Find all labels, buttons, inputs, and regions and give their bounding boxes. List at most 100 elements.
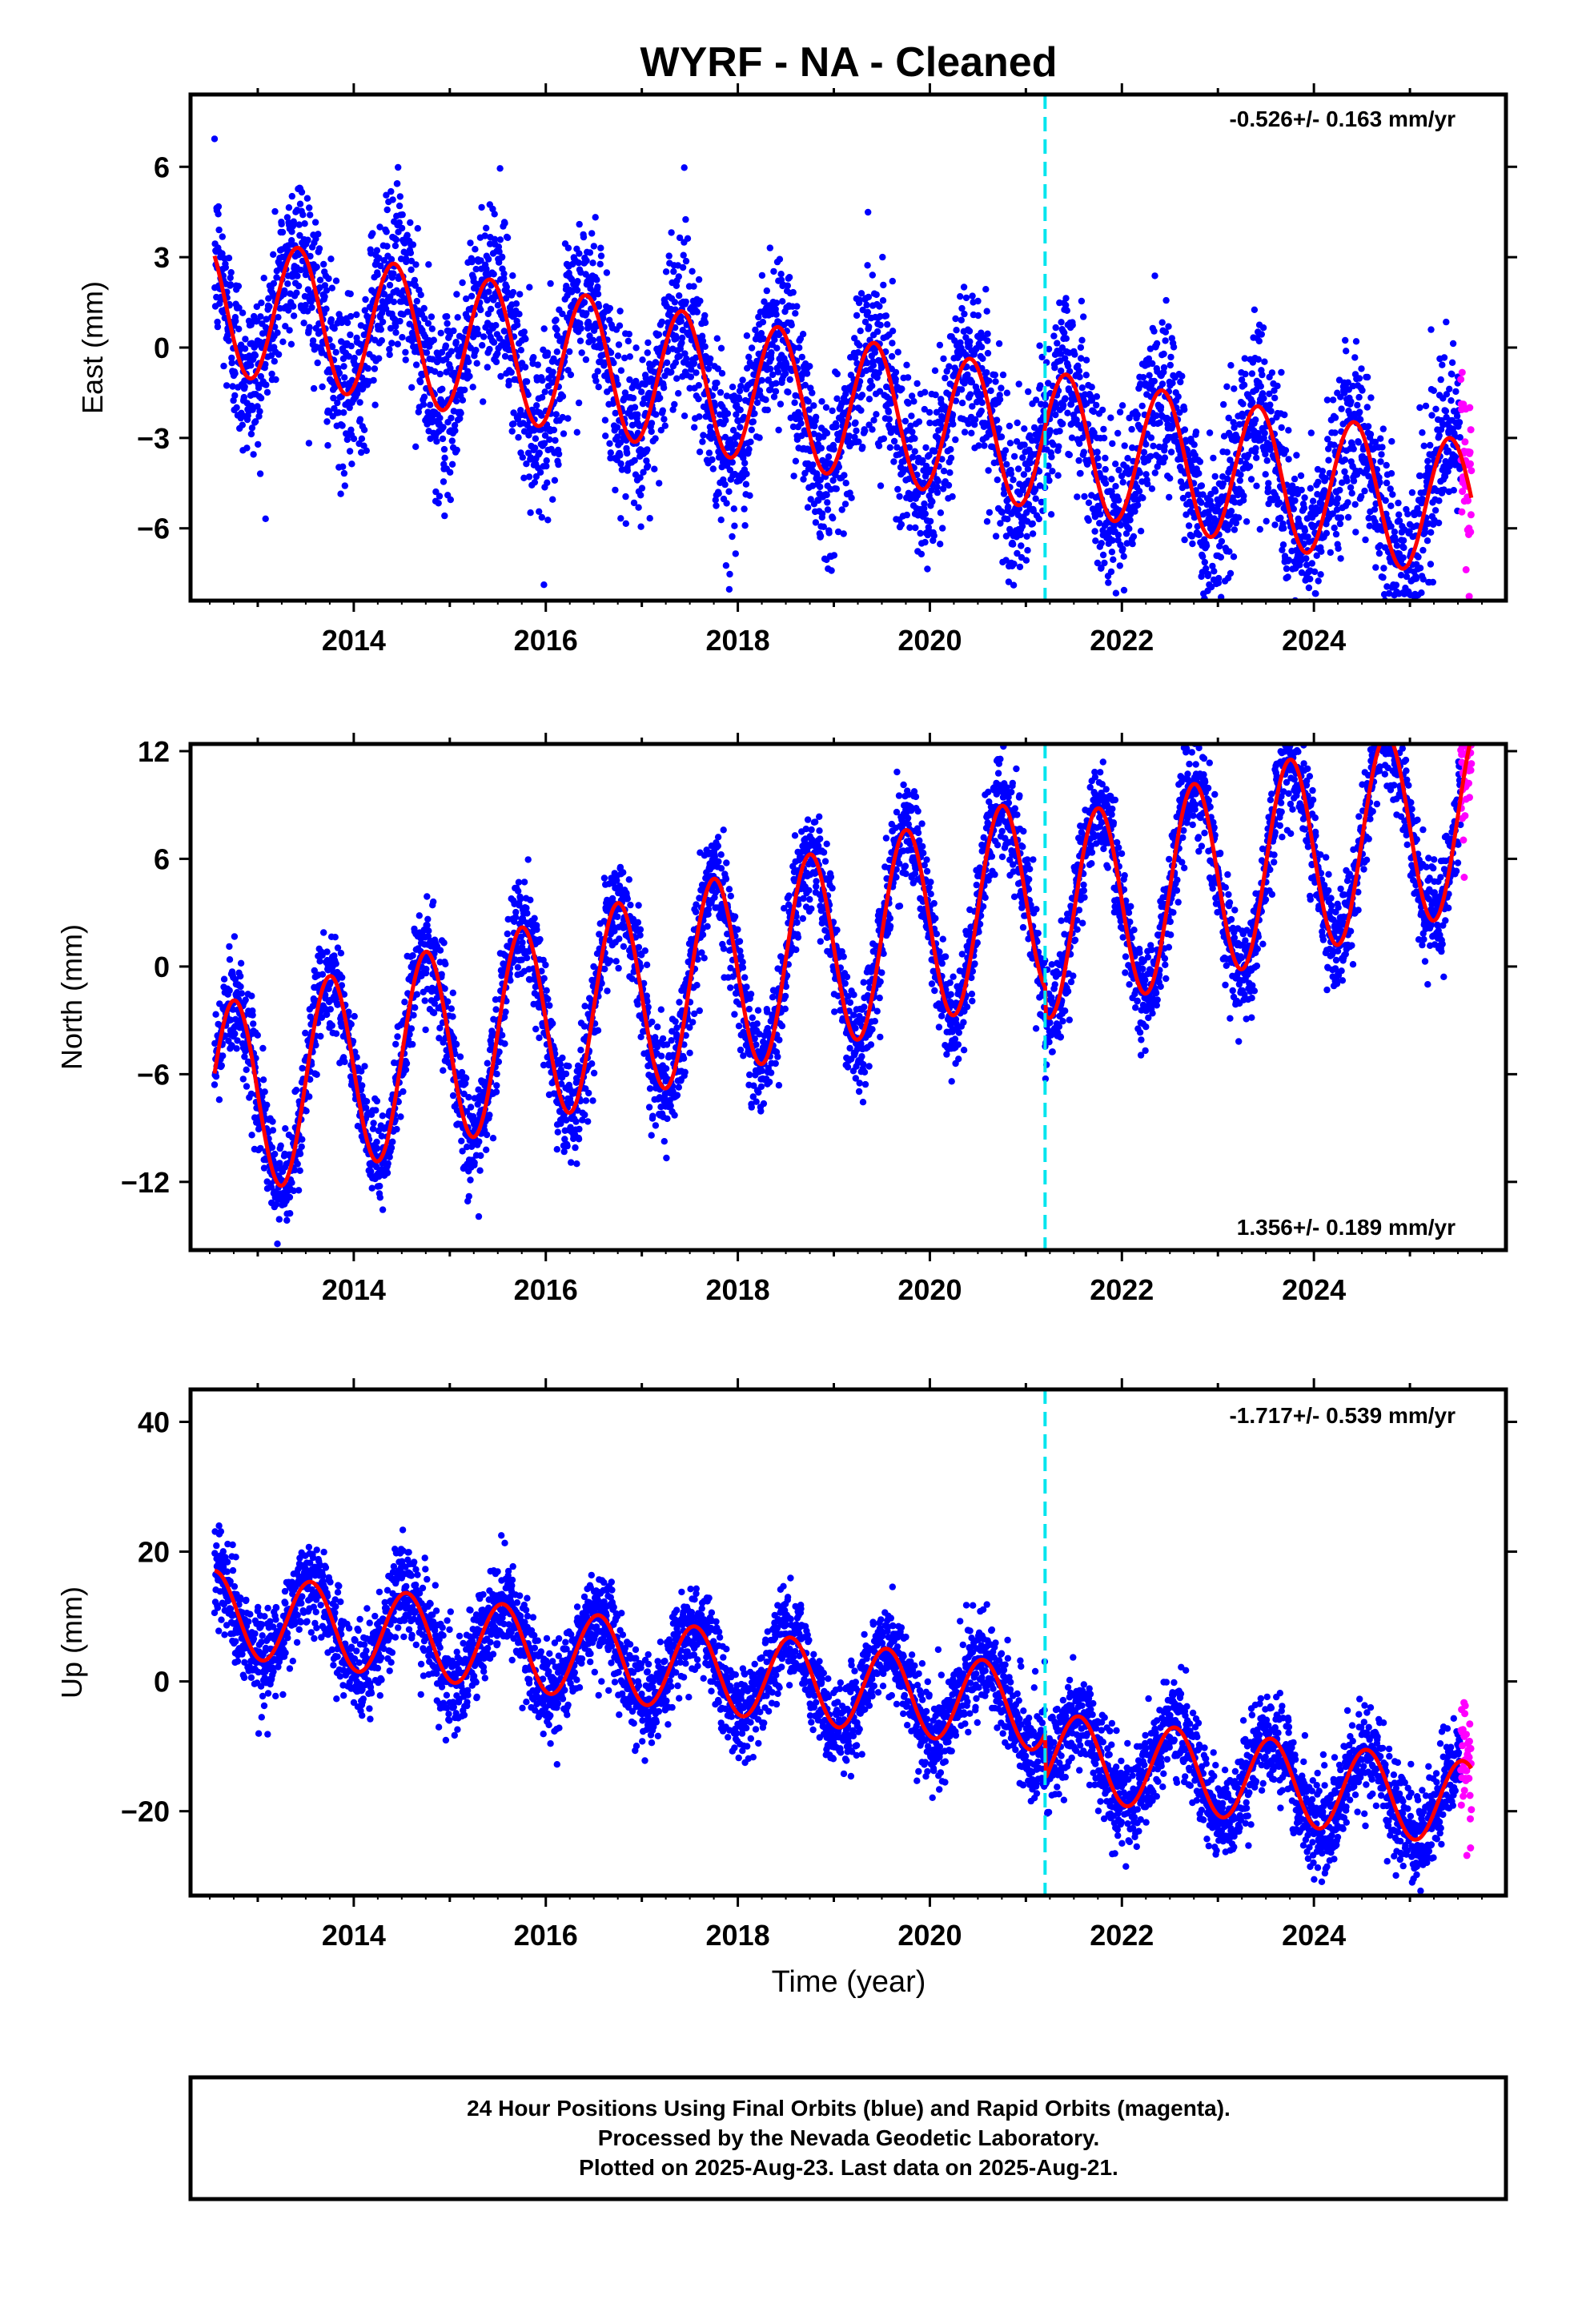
final-orbit-point [864,359,871,367]
final-orbit-point [978,407,986,415]
final-orbit-point [1337,514,1345,521]
final-orbit-point [907,422,914,429]
final-orbit-point [615,341,623,348]
final-orbit-point [1112,460,1119,468]
final-orbit-point [1142,471,1150,478]
final-orbit-point [389,196,396,203]
final-orbit-point [1078,297,1086,305]
final-orbit-point [622,493,629,501]
final-orbit-point [803,370,811,377]
final-orbit-point [1260,395,1267,402]
final-orbit-point [1354,401,1361,409]
final-orbit-point [432,488,440,496]
final-orbit-point [968,429,975,436]
final-orbit-point [1031,486,1039,493]
final-orbit-point [274,329,281,336]
final-orbit-point [749,418,757,425]
final-orbit-point [1389,491,1396,498]
final-orbit-point [1078,336,1086,344]
final-orbit-point [709,430,717,437]
final-orbit-point [1129,540,1136,548]
final-orbit-point [332,348,339,356]
final-orbit-point [1139,494,1146,501]
final-orbit-point [635,504,642,511]
final-orbit-point [347,342,355,350]
final-orbit-point [1293,452,1300,459]
final-orbit-point [1029,520,1037,528]
final-orbit-point [1128,425,1135,433]
final-orbit-point [1026,459,1034,467]
final-orbit-point [790,472,797,480]
final-orbit-point [1195,624,1202,630]
final-orbit-point [690,283,697,290]
final-orbit-point [1431,507,1439,514]
final-orbit-point [1211,613,1217,620]
final-orbit-point [1418,589,1425,597]
final-orbit-point [555,460,562,468]
final-orbit-point [1207,583,1215,591]
final-orbit-point [377,326,384,333]
final-orbit-point [417,292,424,299]
final-orbit-point [1102,454,1109,462]
final-orbit-point [547,279,554,287]
final-orbit-point [729,384,737,391]
final-orbit-point [602,432,609,440]
final-orbit-point [540,325,548,332]
final-orbit-point [673,335,680,342]
final-orbit-point [752,326,759,334]
final-orbit-point [901,417,909,425]
final-orbit-point [1267,408,1275,415]
final-orbit-point [1097,511,1104,518]
final-orbit-point [1129,444,1136,452]
final-orbit-point [1247,476,1255,483]
final-orbit-point [1210,454,1217,462]
final-orbit-point [538,394,546,401]
final-orbit-point [661,422,669,429]
final-orbit-point [810,402,817,409]
final-orbit-point [594,291,602,298]
final-orbit-point [876,303,883,310]
final-orbit-point [1203,565,1210,573]
final-orbit-point [688,336,696,344]
final-orbit-point [573,428,580,436]
x-tick-label: 2018 [706,624,770,657]
final-orbit-point [741,460,749,467]
final-orbit-point [880,281,887,289]
final-orbit-point [369,230,376,237]
final-orbit-point [928,487,935,494]
final-orbit-point [1419,429,1426,436]
final-orbit-point [760,335,767,343]
final-orbit-point [889,328,897,335]
final-orbit-point [823,429,831,436]
final-orbit-point [1005,503,1012,510]
final-orbit-point [1078,384,1086,392]
final-orbit-point [347,426,355,433]
final-orbit-point [1291,475,1299,483]
final-orbit-point [1404,510,1411,518]
chart-title: WYRF - NA - Cleaned [640,39,1058,86]
final-orbit-point [789,288,797,296]
final-orbit-point [1094,455,1102,462]
final-orbit-point [767,386,774,393]
final-orbit-point [1114,429,1122,437]
final-orbit-point [1378,451,1385,458]
final-orbit-point [1282,447,1290,454]
final-orbit-point [1099,551,1107,559]
final-orbit-point [1162,328,1170,336]
final-orbit-point [1261,358,1268,365]
final-orbit-point [1452,388,1460,396]
final-orbit-point [1021,425,1028,432]
final-orbit-point [1101,559,1108,567]
final-orbit-point [216,300,223,308]
final-orbit-point [1325,456,1332,464]
final-orbit-point [741,413,748,421]
final-orbit-point [652,359,660,366]
final-orbit-point [861,318,869,326]
final-orbit-point [237,414,244,422]
final-orbit-point [869,426,876,433]
final-orbit-point [270,251,277,258]
final-orbit-point [473,325,481,332]
final-orbit-point [594,368,601,375]
final-orbit-point [447,496,454,504]
final-orbit-point [1241,355,1249,362]
